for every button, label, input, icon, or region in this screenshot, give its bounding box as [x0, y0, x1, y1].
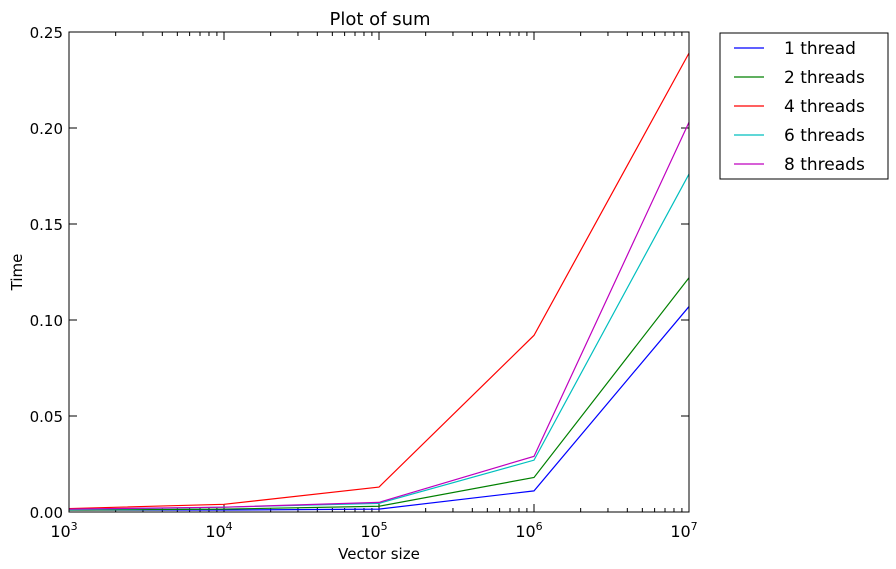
plot-axes: 0.00 0.05 0.10 0.15 0.20 0.25 103 104 105 106 107: [30, 24, 698, 541]
legend-label: 4 threads: [784, 97, 865, 117]
legend-label: 2 threads: [784, 68, 865, 88]
chart-title: Plot of sum: [329, 9, 430, 30]
y-tick-label: 0.00: [30, 504, 63, 522]
series-lines: [68, 52, 690, 511]
y-tick-label: 0.20: [30, 120, 63, 138]
plot-frame: [68, 31, 690, 513]
x-tick-label: 104: [205, 520, 232, 541]
x-tick-label: 103: [50, 520, 77, 541]
legend-label: 8 threads: [784, 155, 865, 175]
legend: 1 thread 2 threads 4 threads 6 threads 8 thr…: [719, 32, 889, 180]
series-line-8-threads: [68, 121, 690, 510]
y-tick-label: 0.25: [30, 24, 63, 42]
x-tick-label: 107: [670, 520, 697, 541]
series-line-1-thread: [69, 306, 690, 511]
series-line-4-threads: [68, 52, 690, 510]
series-line-2-threads: [68, 277, 690, 511]
legend-label: 6 threads: [784, 126, 865, 146]
x-tick-label: 106: [515, 520, 542, 541]
series-line-6-threads: [68, 173, 690, 511]
y-tick-label: 0.15: [30, 216, 63, 234]
y-axis-label: Time: [8, 254, 26, 292]
legend-label: 1 thread: [784, 39, 856, 59]
y-tick-label: 0.05: [30, 408, 63, 426]
x-tick-label: 105: [360, 520, 387, 541]
y-tick-label: 0.10: [30, 312, 63, 330]
x-axis-label: Vector size: [338, 545, 420, 563]
